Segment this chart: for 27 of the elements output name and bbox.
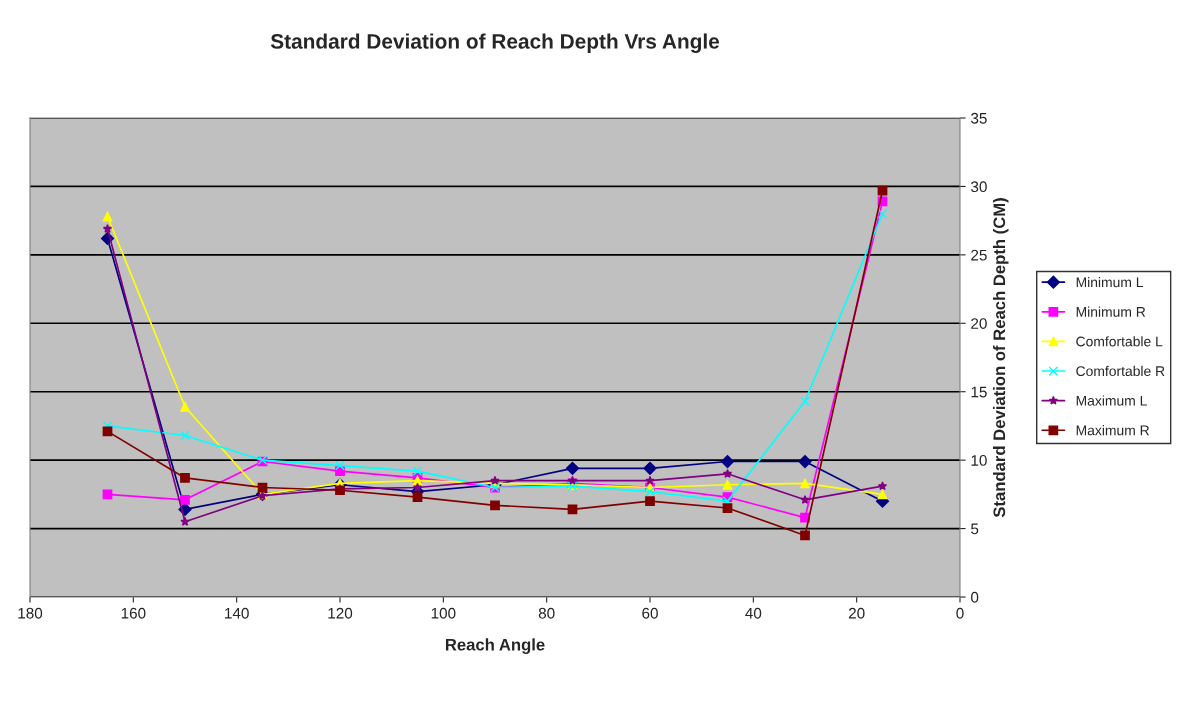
y-tick-label: 15 (971, 386, 987, 398)
y-tick-label: 35 (971, 112, 987, 124)
chart-title: Standard Deviation of Reach Depth Vrs Angle (270, 33, 720, 53)
x-tick-label: 120 (328, 607, 353, 619)
legend-label: Maximum R (1076, 425, 1150, 436)
y-tick-label: 10 (971, 455, 987, 466)
legend-label: Minimum L (1076, 276, 1144, 288)
x-tick-label: 80 (538, 607, 555, 619)
x-tick-label: 0 (956, 607, 964, 619)
y-tick-label: 30 (971, 181, 987, 193)
legend-label: Comfortable L (1076, 336, 1163, 347)
x-tick-label: 20 (848, 607, 865, 619)
x-axis-title: Reach Angle (445, 638, 545, 654)
legend-label: Comfortable R (1076, 365, 1165, 377)
y-tick-label: 20 (971, 318, 987, 329)
x-tick-label: 160 (121, 607, 146, 619)
legend-label: Minimum R (1076, 306, 1146, 317)
y-tick-label: 0 (971, 591, 979, 603)
y-tick-label: 5 (971, 523, 979, 535)
y-axis-title: Standard Deviation of Reach Depth (CM) (992, 198, 1009, 518)
legend-label: Maximum L (1076, 395, 1147, 406)
x-tick-label: 100 (431, 607, 456, 619)
x-tick-label: 140 (225, 607, 249, 619)
y-tick-label: 25 (971, 249, 987, 261)
x-tick-label: 40 (745, 607, 762, 619)
x-tick-label: 60 (642, 607, 658, 619)
x-tick-label: 180 (18, 607, 43, 619)
